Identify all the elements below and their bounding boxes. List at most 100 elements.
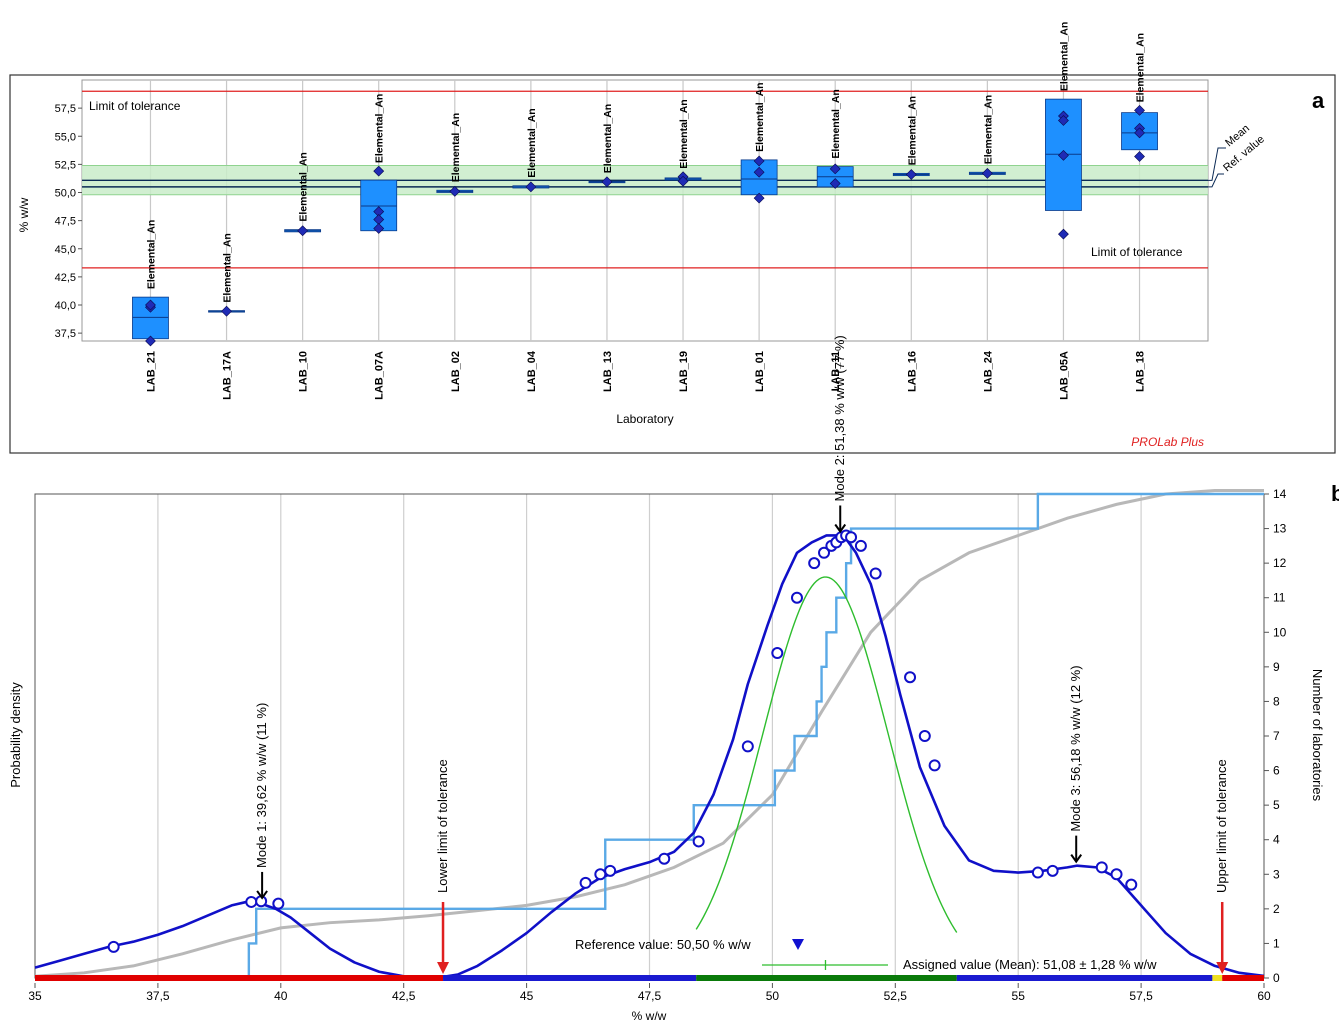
series-label-LAB_05A: Elemental_An <box>1058 22 1070 91</box>
x-tick-label: 35 <box>28 989 42 1003</box>
panel-b-gridlines <box>157 494 1142 978</box>
series-label-LAB_19: Elemental_An <box>678 99 690 168</box>
series-label-LAB_17A: Elemental_An <box>222 233 234 302</box>
x-tick-LAB_19: LAB_19 <box>678 351 690 392</box>
lower-limit-label: Lower limit of tolerance <box>435 759 450 893</box>
density-marker <box>808 557 821 570</box>
y-tick-label: 52,5 <box>55 159 76 171</box>
panel-b-ylabel: Probability density <box>8 682 23 788</box>
x-tick-label: 52,5 <box>884 989 908 1003</box>
result-point-LAB_10 <box>297 225 309 237</box>
density-marker <box>904 671 917 684</box>
y2-tick-label: 14 <box>1273 487 1287 501</box>
x-tick-LAB_17A: LAB_17A <box>222 351 234 400</box>
panel-b-curves <box>34 489 1265 980</box>
watermark: PROLab Plus <box>1131 435 1204 449</box>
assessment-segment <box>696 975 957 981</box>
x-tick-LAB_05A: LAB_05A <box>1058 351 1070 400</box>
x-tick-label: 55 <box>1012 989 1026 1003</box>
x-tick-label: 47,5 <box>638 989 662 1003</box>
y-tick-label: 42,5 <box>55 272 76 284</box>
series-label-LAB_07A: Elemental_An <box>374 94 386 163</box>
result-point-LAB_01 <box>753 192 765 204</box>
y2-tick-label: 2 <box>1273 902 1280 916</box>
density-marker <box>658 852 671 865</box>
panel-b-assessment-bar <box>35 975 1264 981</box>
panel-a-ylabel: % w/w <box>17 197 31 232</box>
result-point-LAB_21 <box>145 299 156 311</box>
y2-tick-label: 5 <box>1273 798 1280 812</box>
density-marker <box>1125 878 1138 891</box>
density-marker <box>771 647 784 660</box>
panel-a-lower-limit-label: Limit of tolerance <box>1091 245 1183 259</box>
mode-label-2: Mode 2: 51,38 % w/w (77 %) <box>832 335 847 501</box>
reference-value-marker <box>792 939 804 950</box>
result-point-LAB_07A <box>373 223 385 234</box>
series-label-LAB_16: Elemental_An <box>906 96 918 165</box>
result-point-LAB_11 <box>829 178 841 189</box>
density-marker <box>790 591 803 604</box>
upper-limit-label: Upper limit of tolerance <box>1214 759 1229 893</box>
result-point-LAB_01 <box>753 166 765 178</box>
assessment-segment <box>1222 975 1264 981</box>
result-point-LAB_04 <box>525 181 537 193</box>
series-label-LAB_18: Elemental_An <box>1135 33 1147 102</box>
panel-b-label: b <box>1331 481 1339 506</box>
density-marker <box>928 759 941 772</box>
x-tick-LAB_21: LAB_21 <box>145 351 157 392</box>
result-point-LAB_16 <box>905 169 917 180</box>
mode-label-3: Mode 3: 56,18 % w/w (12 %) <box>1068 665 1083 831</box>
x-tick-label: 42,5 <box>392 989 416 1003</box>
x-tick-LAB_24: LAB_24 <box>982 350 994 392</box>
normal-distribution-curve <box>695 576 958 933</box>
panel-a-plot-area <box>81 79 1209 342</box>
panel-b-annotations: Mode 1: 39,62 % w/w (11 %) Mode 2: 51,38 … <box>254 335 1229 974</box>
reference-value-label: Reference value: 50,50 % w/w <box>575 937 751 952</box>
density-marker <box>692 835 705 848</box>
y-tick-label: 45,0 <box>55 244 76 256</box>
y2-tick-label: 13 <box>1273 522 1287 536</box>
y-tick-label: 55,0 <box>55 131 76 143</box>
result-point-LAB_07A <box>373 165 385 177</box>
y2-tick-label: 0 <box>1273 971 1280 985</box>
density-marker <box>1095 861 1108 874</box>
y2-tick-label: 4 <box>1273 833 1280 847</box>
y-tick-label: 40,0 <box>55 300 76 312</box>
mode-arrowhead <box>256 890 268 900</box>
y-tick-label: 50,0 <box>55 188 76 200</box>
density-marker <box>1110 868 1123 881</box>
mode-arrowhead <box>1070 854 1083 864</box>
result-point-LAB_13 <box>601 176 613 188</box>
density-marker <box>245 895 258 908</box>
result-point-LAB_11 <box>829 163 841 175</box>
series-label-LAB_21: Elemental_An <box>145 220 157 289</box>
panel-b: b 35 37,5 40 42,5 45 47,5 50 52,5 55 57,5 60 01234… <box>8 335 1339 1023</box>
x-tick-label: 57,5 <box>1129 989 1153 1003</box>
series-label-LAB_13: Elemental_An <box>602 104 614 173</box>
panel-a-boxes: Elemental_An Elemental_An Elemental_An Elem… <box>132 22 1158 347</box>
density-marker <box>918 730 931 742</box>
x-tick-LAB_07A: LAB_07A <box>374 351 386 400</box>
panel-a: Elemental_An Elemental_An Elemental_An Elem… <box>9 22 1336 454</box>
x-tick-LAB_01: LAB_01 <box>754 351 766 392</box>
series-label-LAB_04: Elemental_An <box>526 108 538 177</box>
assigned-value-label: Assigned value (Mean): 51,08 ± 1,28 % w/… <box>903 957 1157 972</box>
result-point-LAB_17A <box>221 305 232 317</box>
result-point-LAB_24 <box>981 167 993 179</box>
x-tick-LAB_04: LAB_04 <box>526 350 538 392</box>
density-marker <box>1046 864 1059 877</box>
assessment-segment <box>443 975 697 981</box>
upper-limit-arrowhead <box>1216 962 1229 974</box>
panel-a-upper-limit-label: Limit of tolerance <box>89 99 181 113</box>
density-marker <box>594 868 607 881</box>
series-label-LAB_02: Elemental_An <box>450 113 462 182</box>
x-tick-label: 60 <box>1257 989 1271 1003</box>
density-marker <box>272 897 285 910</box>
result-point-LAB_18 <box>1134 151 1145 162</box>
result-point-LAB_19 <box>677 175 689 187</box>
panel-a-mean-leader <box>1208 147 1226 181</box>
panel-b-x-ticks: 35 37,5 40 42,5 45 47,5 50 52,5 55 57,5 60 <box>28 983 1271 1003</box>
y2-tick-label: 3 <box>1273 867 1280 881</box>
